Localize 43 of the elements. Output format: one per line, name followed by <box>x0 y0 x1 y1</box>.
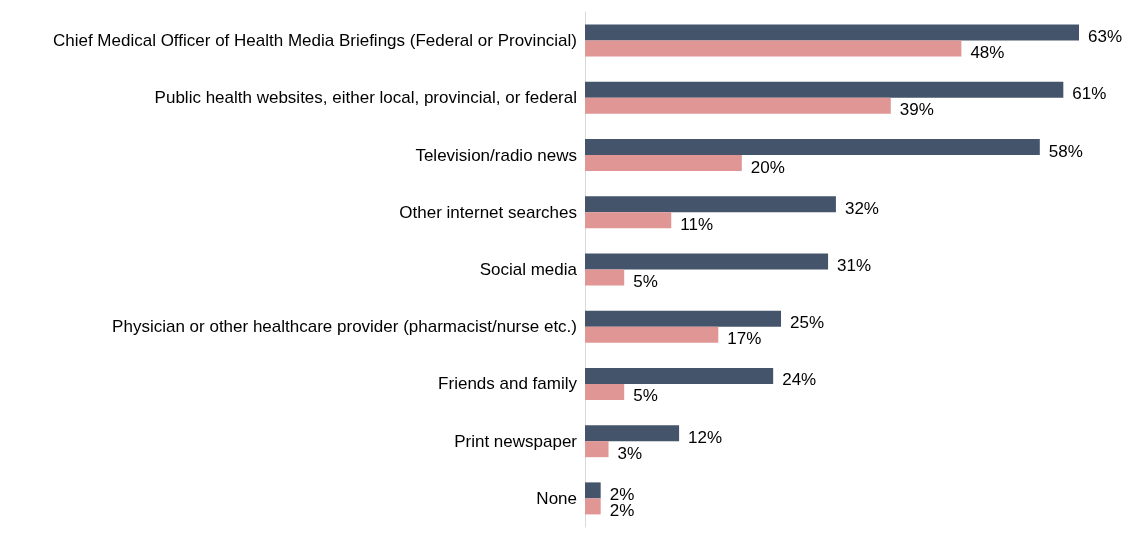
y-tick-label: Physician or other healthcare provider (pharmacist/nurse etc.) <box>112 317 577 337</box>
bar <box>585 326 719 343</box>
bar <box>585 383 625 400</box>
data-label: 5% <box>633 386 658 406</box>
data-label: 48% <box>970 43 1005 63</box>
bar <box>585 81 1064 98</box>
data-label: 61% <box>1072 84 1107 104</box>
bar <box>585 482 601 499</box>
data-label: 58% <box>1048 141 1083 161</box>
y-tick-label: Chief Medical Officer of Health Media Briefings (Federal or Provincial) <box>52 31 577 51</box>
data-label: 3% <box>617 443 643 463</box>
bar <box>585 139 1040 156</box>
bar <box>585 441 609 458</box>
bar <box>585 212 672 229</box>
y-tick-label: Other internet searches <box>399 202 577 222</box>
data-label: 17% <box>727 329 762 349</box>
y-tick-label: Print newspaper <box>454 431 578 451</box>
data-label: 63% <box>1088 27 1123 47</box>
data-label: 11% <box>680 214 714 234</box>
data-label: 39% <box>899 100 934 120</box>
data-label: 31% <box>837 256 872 275</box>
bar <box>585 367 774 384</box>
y-tick-label: None <box>536 488 577 508</box>
data-label: 25% <box>790 313 825 333</box>
bar <box>585 155 742 172</box>
data-label: 12% <box>688 427 723 447</box>
y-tick-label: Television/radio news <box>415 145 577 165</box>
data-label: 5% <box>633 272 658 291</box>
data-label: 24% <box>782 370 817 390</box>
bar <box>585 40 962 57</box>
bar <box>585 425 680 442</box>
data-label: 20% <box>750 157 785 177</box>
bar <box>585 498 601 515</box>
y-tick-label: Public health websites, either local, provincial, or federal <box>154 88 577 108</box>
data-label: 32% <box>844 198 879 218</box>
bar <box>585 269 625 286</box>
bar <box>585 196 836 213</box>
bar <box>585 310 782 327</box>
y-tick-label: Social media <box>479 260 578 279</box>
bar <box>585 97 891 114</box>
bar <box>585 24 1079 41</box>
y-tick-label: Friends and family <box>438 374 578 394</box>
bar <box>585 253 829 270</box>
